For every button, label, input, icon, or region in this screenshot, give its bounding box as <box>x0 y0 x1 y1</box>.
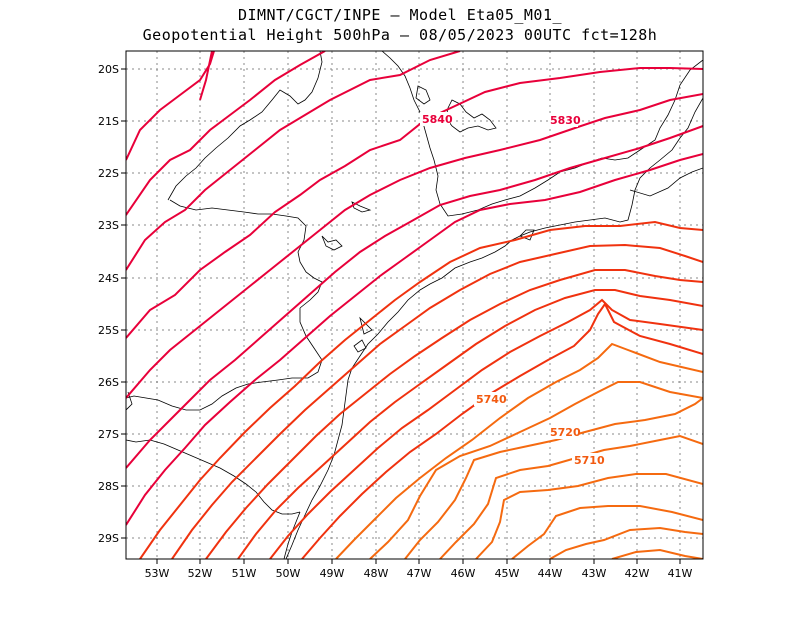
lat-label-25s: 25S <box>98 324 119 337</box>
plot-frame <box>125 50 704 560</box>
lon-label-53w: 53W <box>145 567 170 580</box>
contours-low <box>335 342 703 559</box>
lat-label-27s: 27S <box>98 428 119 441</box>
contours-mid <box>139 220 703 559</box>
lat-label-24s: 24S <box>98 272 119 285</box>
lat-label-29s: 29S <box>98 532 119 545</box>
contours-high <box>126 51 703 526</box>
lat-label-20s: 20S <box>98 63 119 76</box>
lat-label-23s: 23S <box>98 219 119 232</box>
map-title-line2: Geopotential Height 500hPa – 08/05/2023 … <box>142 26 658 44</box>
lon-label-44w: 44W <box>538 567 563 580</box>
lon-label-42w: 42W <box>625 567 650 580</box>
map-title-line1: DIMNT/CGCT/INPE – Model Eta05_M01_ <box>237 6 563 24</box>
lon-label-52w: 52W <box>188 567 213 580</box>
lon-label-47w: 47W <box>407 567 432 580</box>
lon-label-43w: 43W <box>582 567 607 580</box>
lat-label-28s: 28S <box>98 480 119 493</box>
lon-label-50w: 50W <box>276 567 301 580</box>
contour-label-5740: 5740 <box>476 393 507 406</box>
lon-label-45w: 45W <box>495 567 520 580</box>
lat-label-26s: 26S <box>98 376 119 389</box>
lon-label-41w: 41W <box>668 567 693 580</box>
contour-label-5830: 5830 <box>550 114 581 127</box>
tick-marks <box>121 68 681 564</box>
coastline-and-borders <box>126 51 703 559</box>
contour-label-5720: 5720 <box>550 426 581 439</box>
lat-label-21s: 21S <box>98 115 119 128</box>
lon-label-48w: 48W <box>364 567 389 580</box>
lon-label-46w: 46W <box>451 567 476 580</box>
lon-label-51w: 51W <box>232 567 257 580</box>
lat-label-22s: 22S <box>98 167 119 180</box>
lon-label-49w: 49W <box>320 567 345 580</box>
contour-label-5710: 5710 <box>574 454 605 467</box>
contour-label-5840: 5840 <box>422 113 453 126</box>
